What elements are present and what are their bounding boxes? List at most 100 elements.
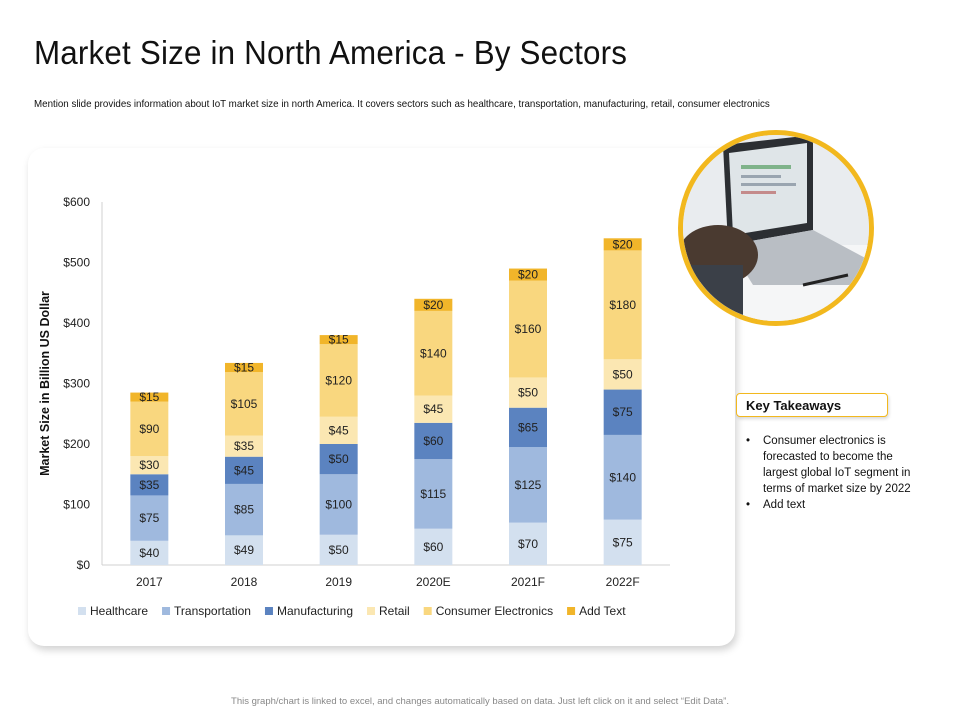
bar-segment [414, 298, 453, 311]
data-label: $50 [329, 452, 349, 466]
laptop-photo-illustration [683, 135, 869, 321]
legend-label: Add Text [579, 604, 626, 618]
bar-segment [603, 389, 642, 435]
data-label: $140 [420, 346, 447, 360]
page-subtitle: Mention slide provides information about… [34, 98, 770, 110]
bar-segment [603, 238, 642, 251]
data-label: $75 [613, 405, 633, 419]
takeaway-text: Add text [763, 499, 806, 511]
data-label: $30 [139, 458, 159, 472]
data-label: $75 [139, 511, 159, 525]
bar-segment [319, 344, 358, 417]
data-label: $75 [613, 535, 633, 549]
legend-swatch [264, 607, 273, 615]
bar-segment [603, 359, 642, 390]
x-tick-label: 2017 [136, 575, 163, 589]
legend-label: Retail [379, 604, 410, 618]
takeaway-item: • Consumer electronics is forecasted to … [746, 433, 926, 497]
data-label: $140 [609, 470, 636, 484]
legend-swatch [162, 607, 171, 615]
bar-segment [414, 310, 453, 396]
takeaway-item: • Add text [746, 497, 926, 513]
bar-segment [130, 495, 169, 541]
data-label: $115 [420, 487, 446, 501]
y-tick-label: $400 [63, 316, 90, 330]
y-tick-label: $500 [63, 256, 90, 270]
bar-segment [509, 447, 547, 523]
legend-swatch [78, 607, 86, 615]
data-label: $35 [234, 439, 254, 453]
data-label: $40 [139, 546, 159, 560]
bar-segment [319, 534, 358, 565]
data-label: $180 [609, 298, 636, 312]
bar-segment [130, 456, 169, 475]
y-tick-label: $0 [77, 558, 91, 572]
bar-segment [225, 435, 263, 457]
data-label: $15 [329, 333, 349, 347]
bar-segment [509, 522, 547, 565]
y-tick-label: $300 [63, 377, 90, 391]
legend-label: Consumer Electronics [436, 604, 553, 618]
data-label: $50 [329, 543, 349, 557]
bar-segment [319, 416, 358, 444]
data-label: $65 [518, 420, 538, 434]
bar-segment [130, 392, 169, 402]
bar-segment [130, 474, 169, 496]
bar-segment [414, 528, 453, 565]
data-label: $50 [613, 367, 633, 381]
bar-segment [603, 250, 642, 360]
data-label: $45 [423, 402, 443, 416]
bar-segment [603, 519, 642, 565]
bar-segment [130, 540, 169, 565]
bar-segment [225, 372, 263, 436]
bar-segment [509, 407, 547, 448]
bar-segment [130, 401, 169, 457]
x-tick-label: 2019 [325, 575, 352, 589]
stacked-bar-chart[interactable]: $0 $100 $200 $300 $400 $500 $600 Market Size in… [28, 148, 735, 646]
data-label: $20 [518, 268, 538, 282]
laptop-photo [678, 130, 874, 326]
data-label: $20 [613, 237, 633, 251]
legend-swatch [567, 607, 576, 615]
data-label: $120 [325, 373, 352, 387]
takeaway-text: Consumer electronics is forecasted to be… [763, 435, 911, 495]
data-label: $125 [515, 478, 542, 492]
bar-segment [414, 459, 453, 529]
data-label: $15 [139, 390, 159, 404]
bullet-icon: • [746, 499, 751, 511]
bar-segment [603, 434, 642, 520]
data-label: $50 [518, 386, 538, 400]
y-tick-label: $600 [63, 195, 90, 209]
x-tick-label: 2021F [511, 575, 545, 589]
legend-swatch [423, 607, 432, 615]
bar-segment [414, 395, 453, 423]
x-tick-label: 2022F [606, 575, 640, 589]
x-tick-label: 2020E [416, 575, 451, 589]
bar-segment [225, 535, 263, 565]
chart-card[interactable]: $0 $100 $200 $300 $400 $500 $600 Market Size in… [28, 148, 735, 646]
y-tick-label: $100 [63, 498, 90, 512]
legend-label: Transportation [174, 604, 251, 618]
data-label: $70 [518, 537, 538, 551]
legend-label: Healthcare [90, 604, 148, 618]
data-label: $100 [325, 498, 352, 512]
key-takeaways-heading: Key Takeaways [736, 393, 888, 417]
data-label: $45 [234, 463, 254, 477]
bar-segment [414, 422, 453, 460]
bar-segment [319, 444, 358, 475]
data-label: $60 [423, 540, 443, 554]
data-label: $49 [234, 543, 254, 557]
data-label: $35 [139, 478, 159, 492]
bar-segment [225, 483, 263, 536]
data-label: $15 [234, 360, 254, 374]
bar-segment [225, 362, 263, 373]
legend-label: Manufacturing [277, 604, 353, 618]
bar-segment [509, 280, 547, 378]
bullet-icon: • [746, 435, 751, 447]
x-tick-label: 2018 [231, 575, 258, 589]
data-label: $105 [231, 397, 258, 411]
key-takeaways-list: • Consumer electronics is forecasted to … [746, 433, 926, 513]
bar-segment [319, 474, 358, 535]
data-label: $20 [423, 298, 443, 312]
y-axis-title: Market Size in Billion US Dollar [38, 291, 52, 476]
